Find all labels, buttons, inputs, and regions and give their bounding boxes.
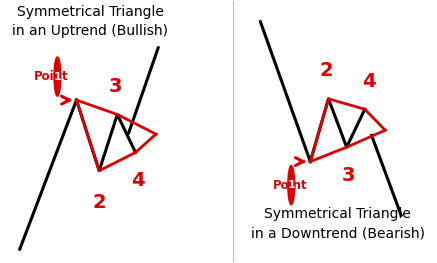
Text: Symmetrical Triangle: Symmetrical Triangle	[17, 5, 163, 19]
Text: Point: Point	[273, 179, 308, 192]
Text: 1: 1	[54, 72, 61, 82]
Circle shape	[288, 165, 295, 205]
Text: 3: 3	[342, 165, 356, 185]
Text: 2: 2	[92, 193, 106, 212]
Text: 4: 4	[363, 72, 376, 91]
Circle shape	[54, 57, 61, 96]
Text: 2: 2	[319, 62, 333, 80]
Text: 4: 4	[131, 171, 145, 190]
Text: in a Downtrend (Bearish): in a Downtrend (Bearish)	[250, 227, 425, 241]
Text: in an Uptrend (Bullish): in an Uptrend (Bullish)	[12, 24, 168, 38]
Text: Symmetrical Triangle: Symmetrical Triangle	[264, 207, 411, 221]
Text: Point: Point	[34, 70, 69, 83]
Text: 1: 1	[288, 180, 295, 190]
Text: 3: 3	[108, 77, 122, 96]
